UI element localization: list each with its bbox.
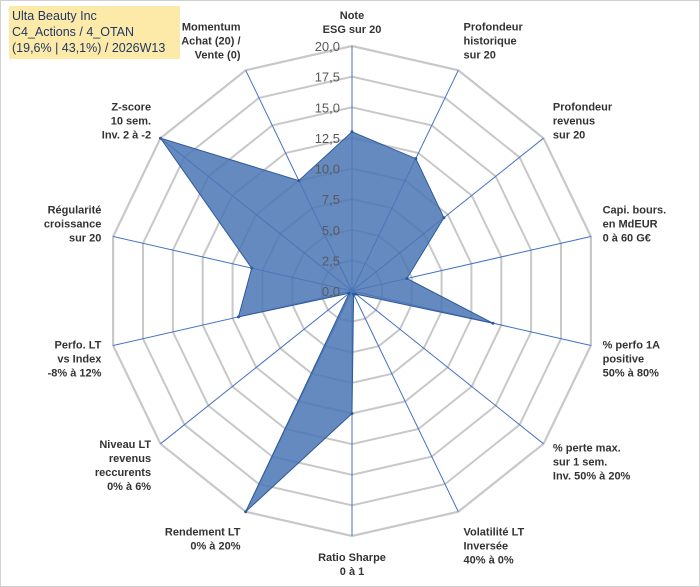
axis-label-3: Capi. bours. en MdEUR 0 à 60 G€ — [603, 204, 667, 244]
title-line-stats: (19,6% | 43,1%) / 2026W13 — [12, 41, 166, 55]
axis-line-9 — [160, 290, 353, 445]
data-point-9 — [347, 291, 351, 295]
data-point-1 — [414, 157, 418, 161]
tick-label-6: 15,0 — [315, 100, 340, 115]
axis-line-6 — [351, 290, 459, 512]
data-point-5 — [354, 292, 358, 296]
tick-label-2: 5,0 — [322, 223, 340, 238]
data-point-10 — [237, 315, 240, 319]
axis-label-6: Volatilité LT Inversée 40% à 0% — [464, 527, 525, 567]
chart-title: Ulta Beauty Inc C4_Actions / 4_OTAN (19,… — [9, 6, 180, 59]
data-point-11 — [250, 266, 254, 270]
tick-label-3: 7,5 — [322, 192, 340, 207]
data-point-13 — [297, 179, 301, 183]
axis-label-12: Z-score 10 sem. Inv. 2 à -2 — [102, 101, 151, 141]
data-point-4 — [491, 321, 495, 325]
data-point-2 — [442, 216, 446, 220]
axis-label-8: Rendement LT 0% à 20% — [165, 527, 241, 553]
axis-label-0: Note ESG sur 20 — [323, 10, 382, 36]
axis-label-11: Régularité croissance sur 20 — [44, 204, 101, 244]
data-point-8 — [244, 510, 248, 514]
tick-label-5: 12,5 — [315, 131, 340, 146]
tick-label-0: 0,0 — [322, 284, 340, 299]
axis-label-5: % perte max. sur 1 sem. Inv. 50% à 20% — [553, 443, 631, 483]
axis-label-9: Niveau LT revenus reccurents 0% à 6% — [95, 439, 152, 493]
title-line-company: Ulta Beauty Inc — [12, 9, 97, 23]
axis-label-10: Perfo. LT vs Index -8% à 12% — [48, 340, 103, 380]
tick-labels: 0,0 2,5 5,0 7,5 10,0 12,5 15,0 17,5 20,0 — [315, 39, 340, 299]
data-series — [159, 130, 495, 514]
axis-label-13: Momentum Achat (20) / Vente (0) — [181, 22, 241, 62]
axis-label-2: Profondeur revenus sur 20 — [553, 101, 613, 141]
series-area — [159, 131, 494, 513]
axis-label-7: Ratio Sharpe 0 à 1 — [318, 552, 386, 578]
axis-label-1: Profondeur historique sur 20 — [464, 22, 524, 62]
axis-label-4: % perfo 1A positive 50% à 80% — [603, 340, 661, 380]
title-line-category: C4_Actions / 4_OTAN — [12, 25, 135, 39]
data-point-12 — [159, 136, 162, 140]
data-point-3 — [405, 277, 409, 280]
data-point-7 — [350, 412, 354, 415]
axis-labels: Note ESG sur 20 Profondeur historique sur 20… — [44, 10, 666, 578]
tick-label-1: 2,5 — [322, 253, 340, 268]
data-point-0 — [350, 130, 354, 134]
tick-label-8: 20,0 — [315, 39, 340, 54]
tick-label-7: 17,5 — [315, 70, 340, 85]
data-point-6 — [352, 292, 356, 296]
axis-line-5 — [351, 290, 544, 445]
tick-label-4: 10,0 — [315, 162, 340, 177]
